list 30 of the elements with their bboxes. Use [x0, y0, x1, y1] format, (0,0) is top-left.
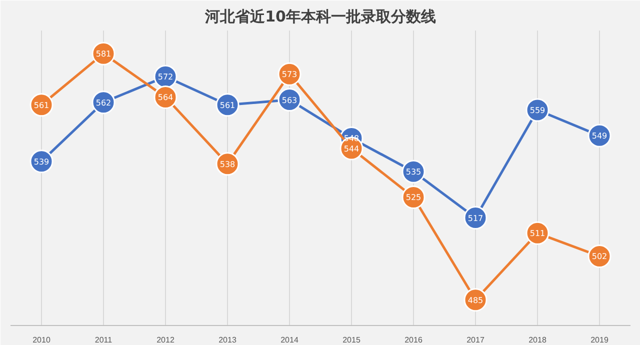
data-label: 535	[406, 168, 422, 177]
x-tick-label: 2014	[280, 336, 299, 344]
data-label: 561	[34, 100, 50, 110]
x-tick-label: 2013	[218, 336, 237, 344]
x-tick-label: 2011	[94, 336, 113, 344]
data-label: 561	[220, 100, 236, 110]
data-label: 564	[158, 93, 174, 102]
data-label: 517	[468, 214, 484, 223]
x-tick-label: 2010	[32, 336, 51, 344]
data-label: 485	[468, 296, 484, 305]
data-label: 511	[530, 229, 546, 238]
data-label: 539	[34, 157, 50, 166]
data-label: 563	[282, 96, 298, 105]
data-label: 549	[592, 132, 608, 141]
data-label: 573	[282, 70, 298, 80]
data-label: 538	[220, 160, 236, 169]
data-label: 562	[96, 98, 112, 108]
data-label: 581	[96, 50, 112, 59]
x-tick-label: 2015	[342, 336, 361, 344]
x-tick-label: 2018	[528, 336, 547, 344]
x-tick-label: 2017	[466, 336, 485, 344]
data-label: 544	[344, 144, 360, 154]
data-label: 572	[158, 72, 174, 82]
chart-title: 河北省近10年本科一批录取分数线	[204, 8, 436, 26]
data-label: 559	[530, 106, 546, 116]
x-tick-label: 2012	[156, 336, 175, 344]
x-tick-label: 2019	[590, 336, 609, 344]
data-label: 525	[406, 193, 422, 202]
x-tick-label: 2016	[404, 336, 423, 344]
data-label: 502	[592, 252, 608, 262]
